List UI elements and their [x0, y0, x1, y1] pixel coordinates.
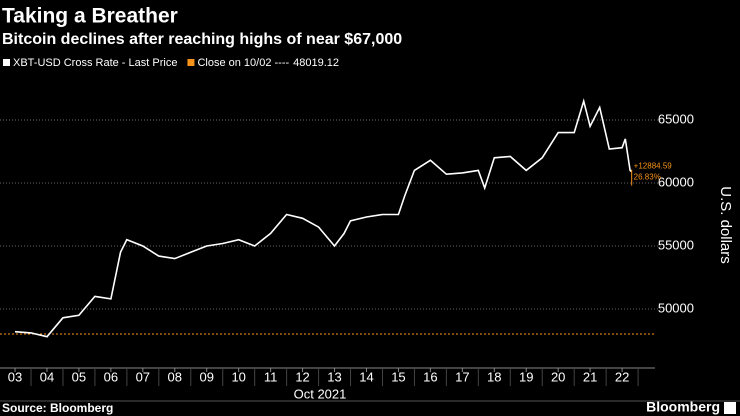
- x-tick-label: 06: [104, 369, 118, 384]
- chart-subtitle: Bitcoin declines after reaching highs of…: [2, 31, 402, 48]
- y-tick-label: 60000: [658, 174, 694, 189]
- x-tick-label: 05: [72, 369, 86, 384]
- x-tick-label: 13: [327, 369, 341, 384]
- x-tick-label: 11: [264, 369, 278, 384]
- x-tick-label: 14: [359, 369, 373, 384]
- source: Source: Bloomberg: [2, 401, 113, 415]
- x-axis-label: Oct 2021: [294, 386, 347, 401]
- x-tick-label: 20: [551, 369, 565, 384]
- y-tick-label: 55000: [658, 237, 694, 252]
- x-tick-label: 17: [455, 369, 469, 384]
- x-tick-label: 15: [391, 369, 405, 384]
- x-tick-label: 09: [199, 369, 213, 384]
- legend-label: Close on 10/02 ----: [197, 57, 289, 69]
- legend-swatch: [187, 59, 195, 66]
- y-tick-label: 50000: [658, 300, 694, 315]
- annotation: +12884.59: [634, 162, 673, 171]
- x-tick-label: 21: [583, 369, 597, 384]
- logo: Bloomberg: [646, 399, 720, 415]
- x-tick-label: 10: [231, 369, 245, 384]
- x-tick-label: 18: [487, 369, 501, 384]
- x-tick-label: 22: [615, 369, 629, 384]
- legend-swatch: [3, 59, 10, 66]
- x-tick-label: 12: [295, 369, 309, 384]
- chart-title: Taking a Breather: [2, 5, 178, 28]
- y-axis-label: U.S. dollars: [717, 186, 734, 264]
- legend-label: XBT-USD Cross Rate - Last Price: [13, 57, 177, 69]
- legend-value: 48019.12: [293, 57, 339, 69]
- x-tick-label: 16: [423, 369, 437, 384]
- y-tick-label: 65000: [658, 111, 694, 126]
- annotation: 26.83%: [634, 173, 661, 182]
- x-tick-label: 19: [519, 369, 533, 384]
- logo-icon: [724, 402, 736, 414]
- x-tick-label: 07: [136, 369, 150, 384]
- x-tick-label: 08: [168, 369, 182, 384]
- x-tick-label: 03: [8, 369, 22, 384]
- x-tick-label: 04: [40, 369, 54, 384]
- series-line: [14, 98, 633, 338]
